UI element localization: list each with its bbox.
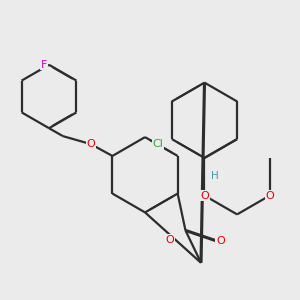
Text: O: O xyxy=(86,139,95,149)
Text: F: F xyxy=(41,60,47,70)
Text: Cl: Cl xyxy=(153,139,164,149)
Text: O: O xyxy=(216,236,225,246)
Text: O: O xyxy=(200,190,209,201)
Text: O: O xyxy=(166,235,174,244)
Text: H: H xyxy=(211,171,218,181)
Text: O: O xyxy=(265,190,274,201)
